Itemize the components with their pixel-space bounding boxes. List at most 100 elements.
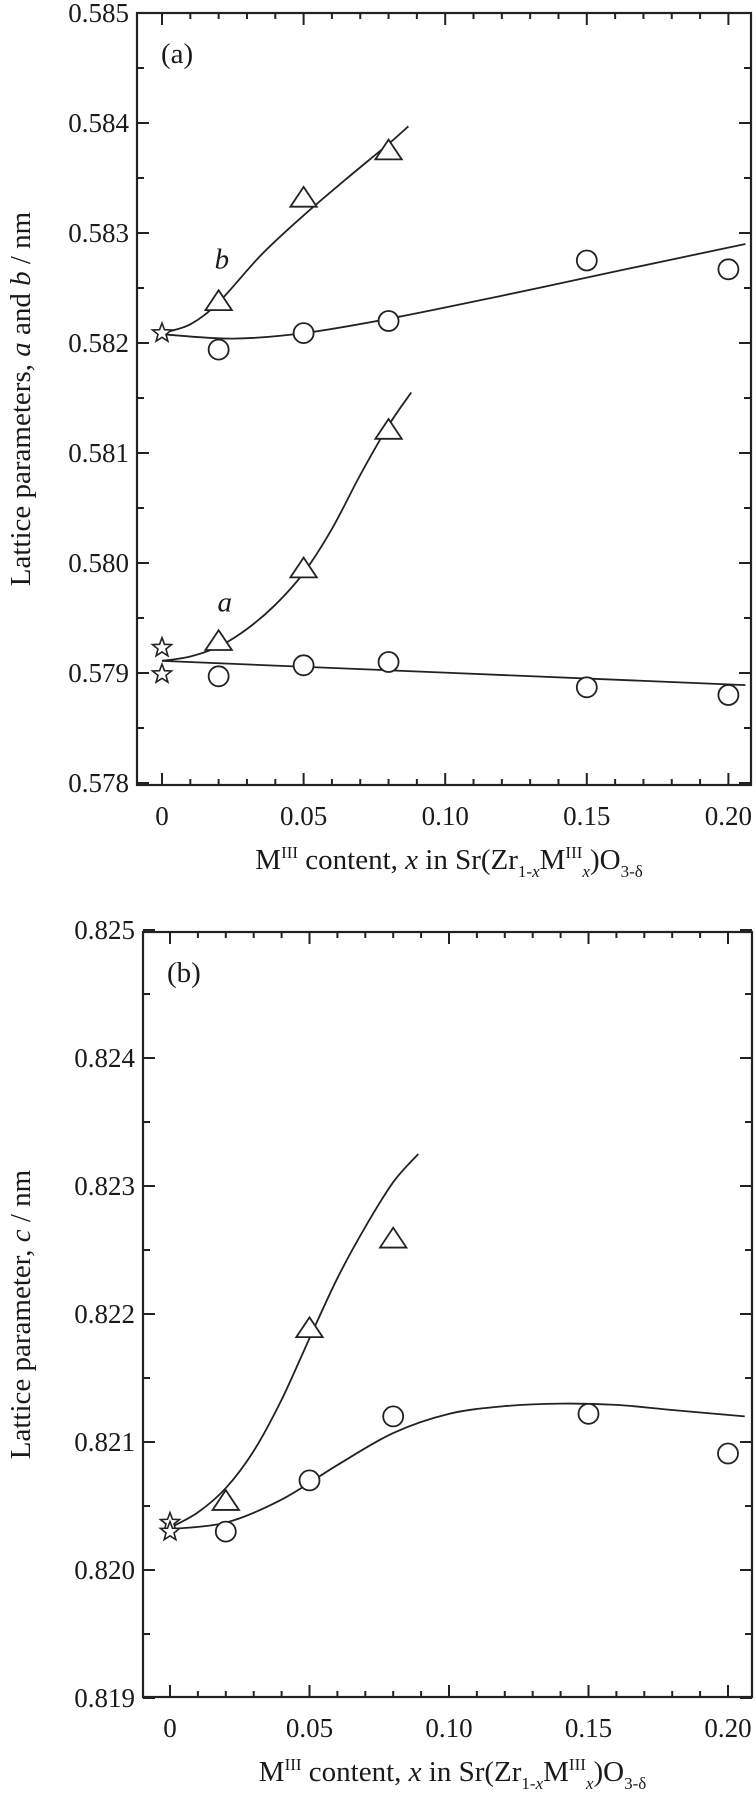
- circle-marker: [575, 249, 598, 272]
- x-axis-title-part: x: [535, 1774, 544, 1793]
- circle-marker: [207, 338, 230, 361]
- x-tick-label: 0.20: [705, 801, 752, 831]
- y-axis-title-part: / nm: [5, 211, 37, 271]
- x-axis-title-part: III: [565, 843, 582, 862]
- triangle-marker: [294, 1315, 325, 1339]
- y-tick-label: 0.825: [74, 915, 135, 945]
- circle-marker: [377, 651, 400, 673]
- y-axis-title-part: Lattice parameter,: [5, 1242, 37, 1459]
- x-axis-title-part: III: [569, 1755, 586, 1774]
- y-tick-label: 0.820: [74, 1555, 135, 1585]
- y-tick-label: 0.578: [68, 768, 129, 798]
- y-tick-label: 0.580: [68, 548, 129, 578]
- x-axis-title-part: 1-: [518, 862, 533, 881]
- y-tick-label: 0.581: [68, 438, 129, 468]
- x-axis-title-part: x: [581, 862, 590, 881]
- x-axis-title-part: )O: [590, 844, 621, 876]
- y-tick-label: 0.583: [68, 218, 129, 248]
- x-tick-label: 0: [155, 801, 169, 831]
- y-tick-label: 0.582: [68, 328, 129, 358]
- x-axis-title-part: in Sr(Zr: [422, 1756, 522, 1788]
- chart-panel-a: 0.578 0.579 0.580 0.581 0.582 0.583 0.584 0.585…: [5, 0, 753, 881]
- y-tick-label: 0.585: [68, 0, 129, 28]
- fit-curve: [169, 1402, 745, 1530]
- x-axis-title-part: x: [404, 844, 418, 876]
- x-axis-title-part: III: [285, 1755, 302, 1774]
- circle-marker: [214, 1520, 237, 1543]
- x-axis-title-part: M: [540, 844, 566, 876]
- circle-marker: [298, 1469, 321, 1492]
- star-marker: [150, 635, 174, 658]
- x-tick-label: 0.05: [286, 1713, 333, 1743]
- x-axis-title-part: 3-δ: [624, 1774, 646, 1793]
- y-tick-label: 0.824: [74, 1043, 135, 1073]
- plot-frame: [141, 930, 754, 1699]
- y-tick-label: 0.823: [74, 1171, 135, 1201]
- x-tick-label: 0.10: [425, 1713, 472, 1743]
- x-tick-label: 0: [163, 1713, 177, 1743]
- fit-curve: [161, 391, 412, 662]
- y-axis-title-part: a: [5, 342, 37, 357]
- x-axis-title-part: x: [531, 862, 540, 881]
- y-tick-label: 0.819: [74, 1683, 135, 1713]
- chart-panel-b: 0.819 0.820 0.821 0.822 0.823 0.824 0.825 0 0.05…: [5, 915, 754, 1793]
- circle-marker: [577, 1402, 600, 1425]
- x-axis-title-part: 1-: [521, 1774, 536, 1793]
- y-axis-title-part: / nm: [5, 1169, 37, 1229]
- triangle-marker: [378, 1226, 409, 1249]
- y-axis-title-part: Lattice parameters,: [5, 357, 37, 586]
- x-axis-title-part: )O: [593, 1756, 624, 1788]
- x-axis-title-part: III: [281, 843, 298, 862]
- y-axis-title-part: and: [5, 286, 37, 342]
- series-annotation: a: [217, 587, 232, 619]
- triangle-marker: [288, 555, 319, 579]
- triangle-marker: [203, 288, 234, 312]
- y-tick-label: 0.821: [74, 1427, 135, 1457]
- triangle-marker: [210, 1488, 241, 1511]
- x-tick-label: 0.05: [280, 801, 327, 831]
- y-axis-title-part: c: [5, 1229, 37, 1242]
- x-axis-title-part: M: [255, 844, 281, 876]
- x-axis-title: MIII content, x in Sr(Zr1-xMIIIx)O3-δ: [255, 843, 642, 881]
- circle-marker: [207, 665, 230, 688]
- x-tick-label: 0.10: [422, 801, 469, 831]
- y-tick-label: 0.822: [74, 1299, 135, 1329]
- panel-label: (a): [161, 38, 193, 70]
- y-axis-title: Lattice parameters, a and b / nm: [5, 211, 37, 586]
- circle-marker: [292, 654, 315, 677]
- fit-curve: [169, 1153, 419, 1529]
- fit-curve: [161, 660, 746, 686]
- fit-curve: [161, 125, 409, 334]
- panel-label: (b): [167, 957, 201, 989]
- x-axis-title-part: content,: [302, 1756, 409, 1788]
- circle-marker: [575, 676, 598, 699]
- star-marker: [158, 1519, 182, 1542]
- triangle-marker: [373, 137, 404, 161]
- x-tick-label: 0.20: [704, 1713, 751, 1743]
- x-axis-title-part: x: [408, 1756, 422, 1788]
- circle-marker: [292, 322, 315, 345]
- x-axis-title-part: M: [543, 1756, 569, 1788]
- star-marker: [150, 320, 174, 344]
- circle-marker: [717, 258, 740, 281]
- x-axis-title: MIII content, x in Sr(Zr1-xMIIIx)O3-δ: [259, 1755, 646, 1793]
- triangle-marker: [373, 417, 404, 440]
- x-axis-title-part: M: [259, 1756, 285, 1788]
- x-axis-title-part: content,: [298, 844, 405, 876]
- x-tick-label: 0.15: [563, 801, 610, 831]
- y-axis-title-part: b: [5, 271, 37, 286]
- series-annotation: b: [215, 244, 230, 276]
- y-tick-label: 0.584: [68, 108, 129, 138]
- plot-frame: [135, 11, 753, 787]
- x-axis-title-part: 3-δ: [621, 862, 643, 881]
- y-axis-title: Lattice parameter, c / nm: [5, 1169, 37, 1459]
- fit-curve: [161, 243, 746, 340]
- circle-marker: [717, 684, 740, 706]
- x-axis-title-part: x: [585, 1774, 594, 1793]
- x-tick-label: 0.15: [565, 1713, 612, 1743]
- y-tick-label: 0.579: [68, 658, 129, 688]
- circle-marker: [382, 1405, 405, 1428]
- triangle-marker: [203, 628, 234, 651]
- triangle-marker: [288, 185, 319, 208]
